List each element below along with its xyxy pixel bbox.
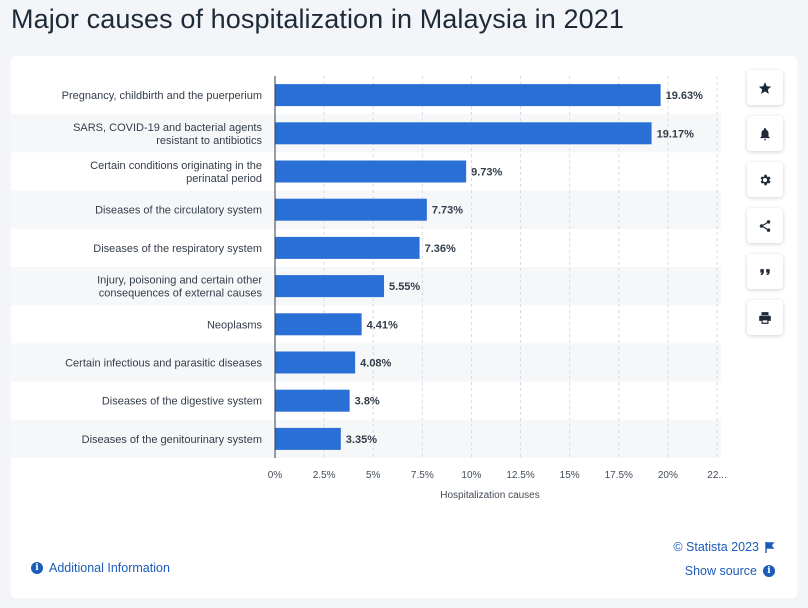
share-icon (759, 219, 771, 232)
gear-icon (760, 174, 771, 185)
show-source-label: Show source (684, 564, 757, 578)
category-label: Neoplasms (207, 319, 263, 331)
value-label: 7.73% (432, 205, 463, 217)
category-label: perinatal period (186, 173, 262, 185)
flag-icon[interactable] (765, 541, 775, 553)
copyright-label: © Statista 2023 (673, 540, 759, 554)
x-tick-label: 0% (268, 470, 283, 481)
category-label: Diseases of the genitourinary system (82, 434, 262, 446)
bar-chart: 19.63% Pregnancy, childbirth and the puer… (11, 76, 727, 501)
printer-icon (759, 311, 771, 324)
bar (275, 313, 362, 336)
category-label: Certain infectious and parasitic disease… (65, 358, 262, 370)
copyright-link[interactable]: © Statista 2023 (673, 540, 775, 554)
value-label: 5.55% (389, 281, 420, 293)
x-tick-label: 2.5% (313, 470, 336, 481)
chart-card: 19.63% Pregnancy, childbirth and the puer… (11, 56, 797, 598)
category-label: Diseases of the digestive system (102, 396, 262, 408)
x-tick-label: 17.5% (605, 470, 633, 481)
cite-button[interactable] (747, 254, 783, 289)
x-tick-label: 15% (560, 470, 580, 481)
bar (275, 160, 467, 183)
x-tick-label: 10% (461, 470, 481, 481)
category-label: Injury, poisoning and certain other (97, 275, 262, 287)
bar (275, 198, 427, 221)
x-tick-label: 20% (658, 470, 678, 481)
share-button[interactable] (747, 208, 783, 243)
category-label: consequences of external causes (99, 288, 263, 300)
category-label: resistant to antibiotics (156, 135, 262, 147)
bell-icon (760, 127, 770, 140)
category-label: Certain conditions originating in the (90, 160, 262, 172)
bar (275, 236, 420, 259)
favorite-button[interactable] (747, 70, 783, 105)
quote-icon (760, 268, 770, 275)
category-label: Diseases of the circulatory system (95, 205, 262, 217)
row-band (11, 343, 721, 382)
bar (275, 122, 652, 145)
x-tick-label: 12.5% (506, 470, 534, 481)
x-tick-label: 5% (366, 470, 381, 481)
value-label: 7.36% (425, 243, 456, 255)
page-title: Major causes of hospitalization in Malay… (11, 4, 624, 34)
bar (275, 389, 350, 412)
category-label: SARS, COVID-19 and bacterial agents (73, 122, 262, 134)
print-button[interactable] (747, 300, 783, 335)
value-label: 9.73% (471, 167, 502, 179)
bar (275, 427, 341, 450)
info-icon: i (31, 562, 43, 574)
bar (275, 84, 661, 107)
star-icon (758, 81, 772, 94)
notification-button[interactable] (747, 116, 783, 151)
value-label: 3.35% (346, 434, 377, 446)
bar (275, 275, 385, 298)
x-tick-label: 7.5% (411, 470, 434, 481)
value-label: 3.8% (355, 396, 380, 408)
x-tick-label: 22... (707, 470, 726, 481)
x-axis-title: Hospitalization causes (440, 490, 540, 501)
info-icon: i (763, 565, 775, 577)
category-label: Diseases of the respiratory system (93, 243, 262, 255)
row-band (11, 419, 721, 458)
bar (275, 351, 356, 374)
additional-information-link[interactable]: i Additional Information (31, 561, 170, 575)
additional-information-label: Additional Information (49, 561, 170, 575)
show-source-link[interactable]: Show source i (685, 564, 775, 578)
category-label: Pregnancy, childbirth and the puerperium (62, 90, 262, 102)
value-label: 4.41% (367, 319, 398, 331)
value-label: 19.17% (657, 128, 695, 140)
settings-button[interactable] (747, 162, 783, 197)
value-label: 4.08% (360, 358, 391, 370)
value-label: 19.63% (666, 90, 704, 102)
